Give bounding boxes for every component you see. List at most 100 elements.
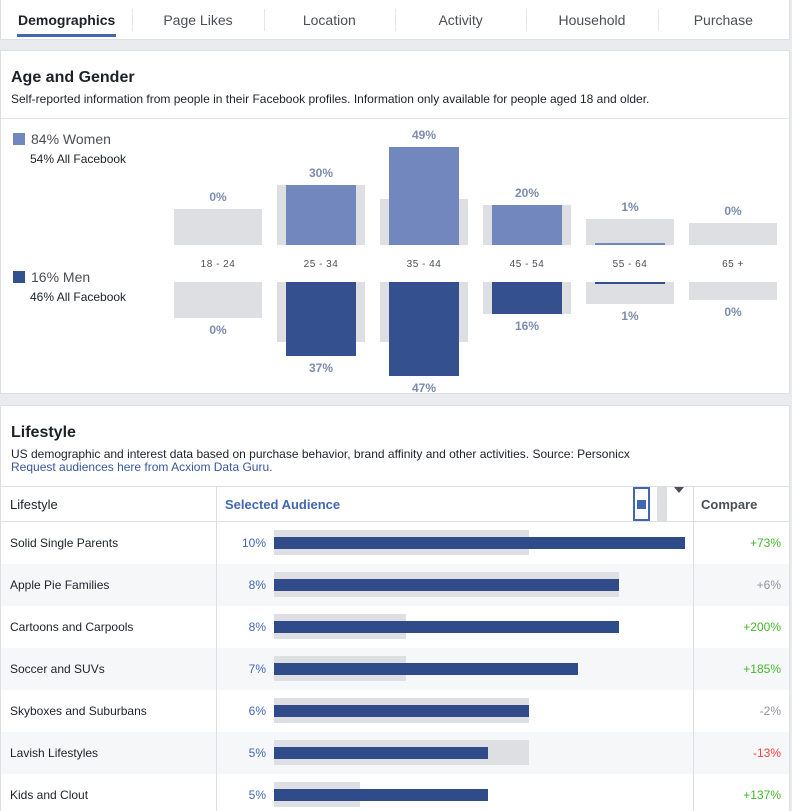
age-category-label: 45 - 54 — [510, 259, 545, 270]
chevron-down-icon[interactable] — [674, 487, 684, 521]
women-benchmark-bar — [174, 209, 262, 245]
tab-purchase[interactable]: Purchase — [657, 0, 789, 39]
column-divider — [216, 564, 217, 606]
col-lifestyle: Lifestyle — [10, 496, 58, 512]
tab-location[interactable]: Location — [263, 0, 395, 39]
selected-bar — [274, 537, 685, 549]
table-row: Skyboxes and Suburbans 6% -2% — [1, 690, 789, 732]
women-bar[interactable] — [389, 147, 459, 245]
age-gender-chart: 0% 0% 30% 37% 49% 47% 20% 16% 1% 1% 0% 0% 18 - 24 25 … — [172, 128, 788, 393]
column-divider — [216, 487, 217, 521]
men-bar[interactable] — [595, 282, 665, 284]
selected-percent: 5% — [248, 788, 266, 802]
lifestyle-rows: Solid Single Parents 10% +73% Apple Pie Fam… — [1, 522, 789, 811]
women-percent-label: 1% — [621, 200, 639, 214]
col-selected-audience[interactable]: Selected Audience — [225, 496, 341, 512]
acxiom-link[interactable]: Request audiences here from Acxiom Data … — [11, 460, 273, 474]
tab-household[interactable]: Household — [526, 0, 657, 39]
selected-bar — [274, 663, 579, 675]
men-percent-label: 1% — [621, 309, 639, 323]
women-percent-label: 49% — [412, 128, 436, 142]
lifestyle-table: Lifestyle Selected Audience Compare Soli… — [1, 486, 789, 811]
selected-percent: 7% — [248, 662, 266, 676]
selected-bar — [274, 621, 620, 633]
women-swatch — [13, 133, 25, 145]
women-bar[interactable] — [492, 205, 562, 245]
legend-women: 84% Women 54% All Facebook — [13, 131, 126, 166]
men-percent-label: 0% — [724, 305, 742, 319]
column-divider — [693, 774, 694, 811]
compare-value: +185% — [743, 662, 781, 676]
selected-percent: 6% — [248, 704, 266, 718]
age-category-label: 65 + — [722, 259, 744, 270]
legend-men: 16% Men 46% All Facebook — [13, 269, 126, 304]
column-divider — [216, 648, 217, 690]
men-benchmark-bar — [586, 282, 674, 304]
age-category-label: 25 - 34 — [304, 259, 339, 270]
tab-page-likes[interactable]: Page Likes — [132, 0, 263, 39]
women-label: 84% Women — [31, 131, 111, 147]
lifestyle-name: Cartoons and Carpools — [10, 620, 134, 634]
women-benchmark-bar — [586, 219, 674, 245]
lifestyle-name: Skyboxes and Suburbans — [10, 704, 147, 718]
column-divider — [693, 648, 694, 690]
age-category-label: 18 - 24 — [201, 259, 236, 270]
women-percent-label: 30% — [309, 166, 333, 180]
column-divider — [216, 606, 217, 648]
table-row: Solid Single Parents 10% +73% — [1, 522, 789, 564]
age-category-label: 55 - 64 — [613, 259, 648, 270]
men-percent-label: 47% — [412, 381, 436, 393]
men-benchmark-bar — [174, 282, 262, 318]
men-benchmark-bar — [689, 282, 777, 300]
tab-bar: Demographics Page Likes Location Activity Ho… — [0, 0, 790, 40]
all-facebook-toggle[interactable] — [657, 487, 667, 521]
men-bar[interactable] — [389, 282, 459, 376]
col-compare[interactable]: Compare — [701, 496, 758, 512]
women-bar[interactable] — [595, 243, 665, 245]
table-row: Kids and Clout 5% +137% — [1, 774, 789, 811]
lifestyle-name: Soccer and SUVs — [10, 662, 105, 676]
lifestyle-card: Lifestyle US demographic and interest da… — [0, 405, 790, 811]
age-gender-card: Age and Gender Self-reported information… — [0, 50, 790, 394]
women-benchmark-bar — [689, 223, 777, 245]
men-bar[interactable] — [286, 282, 356, 356]
age-gender-title: Age and Gender — [11, 69, 135, 86]
selected-bar — [274, 747, 488, 759]
selected-percent: 8% — [248, 620, 266, 634]
selected-percent: 10% — [241, 536, 266, 550]
lifestyle-title: Lifestyle — [11, 424, 76, 441]
lifestyle-name: Lavish Lifestyles — [10, 746, 99, 760]
men-label: 16% Men — [31, 269, 91, 285]
table-row: Soccer and SUVs 7% +185% — [1, 648, 789, 690]
column-divider — [216, 732, 217, 774]
men-percent-label: 37% — [309, 361, 333, 375]
column-divider — [216, 774, 217, 811]
men-percent-label: 16% — [515, 319, 539, 333]
column-divider — [693, 522, 694, 564]
compare-value: -13% — [752, 746, 781, 760]
tab-activity[interactable]: Activity — [394, 0, 526, 39]
selected-percent: 8% — [248, 578, 266, 592]
compare-value: -2% — [759, 704, 781, 718]
men-percent-label: 0% — [209, 323, 227, 337]
selected-percent: 5% — [248, 746, 266, 760]
column-divider — [693, 690, 694, 732]
age-axis-band — [172, 245, 788, 282]
table-header: Lifestyle Selected Audience Compare — [1, 486, 789, 522]
lifestyle-subtitle: US demographic and interest data based o… — [11, 447, 630, 461]
divider — [1, 118, 789, 119]
selected-audience-toggle[interactable] — [633, 487, 650, 521]
column-divider — [216, 690, 217, 732]
column-divider — [693, 606, 694, 648]
tab-demographics[interactable]: Demographics — [1, 0, 132, 39]
selected-bar — [274, 705, 529, 717]
men-bar[interactable] — [492, 282, 562, 314]
women-all-facebook: 54% All Facebook — [30, 152, 127, 166]
women-bar[interactable] — [286, 185, 356, 245]
selected-bar — [274, 789, 488, 801]
table-row: Lavish Lifestyles 5% -13% — [1, 732, 789, 774]
compare-value: +73% — [749, 536, 781, 550]
lifestyle-name: Kids and Clout — [10, 788, 89, 802]
age-category-label: 35 - 44 — [407, 259, 442, 270]
selected-swatch — [637, 499, 646, 509]
